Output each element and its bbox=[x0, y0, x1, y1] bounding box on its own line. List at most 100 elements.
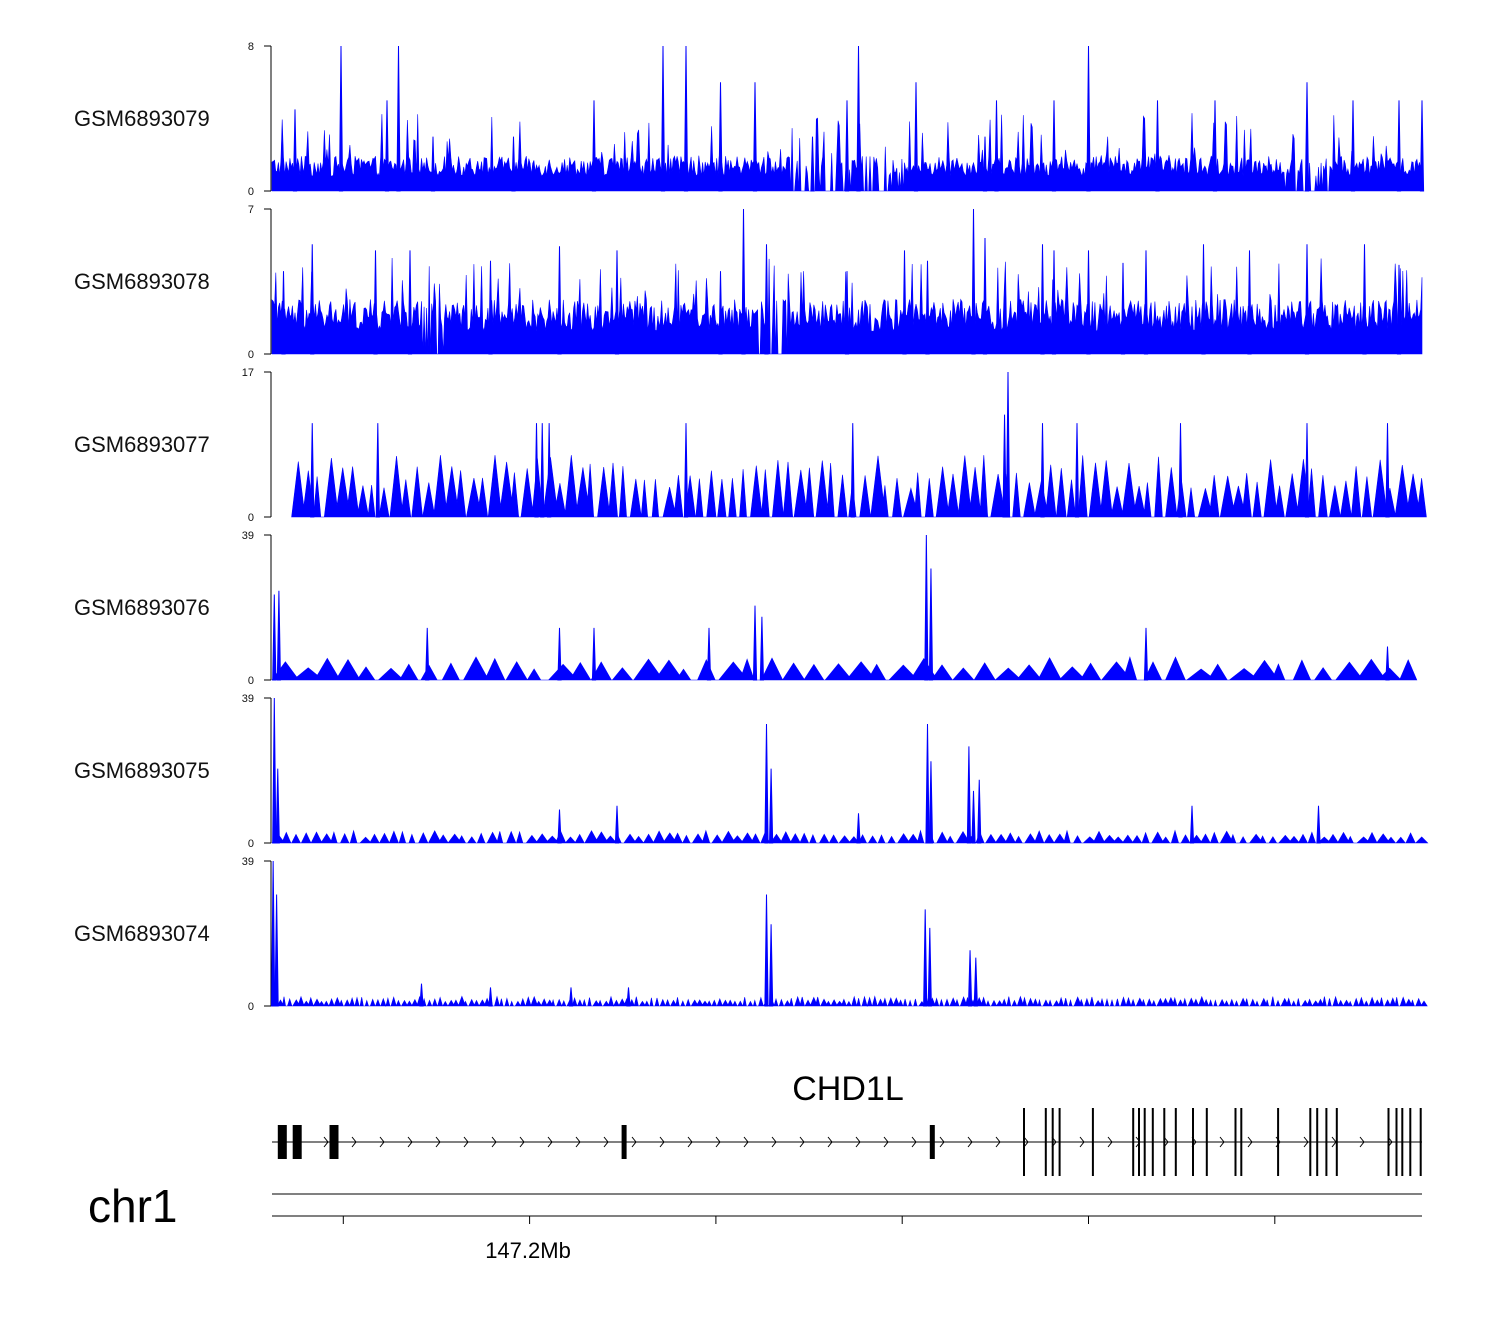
signal-peak bbox=[856, 813, 861, 844]
signal-area bbox=[271, 656, 1418, 681]
signal-peak bbox=[568, 987, 574, 1007]
gene-exon bbox=[1138, 1108, 1140, 1176]
signal-peak bbox=[1189, 805, 1195, 844]
signal-peak bbox=[281, 271, 286, 355]
signal-peak bbox=[768, 924, 774, 1007]
signal-peak bbox=[1419, 100, 1425, 192]
signal-peak bbox=[982, 237, 988, 355]
signal-area bbox=[271, 995, 1428, 1008]
signal-peak bbox=[850, 423, 855, 518]
gene-exon bbox=[329, 1125, 339, 1159]
strand-arrow bbox=[603, 1136, 609, 1148]
signal-peak bbox=[925, 724, 930, 844]
signal-peak bbox=[923, 909, 928, 1007]
strand-arrow bbox=[995, 1136, 1001, 1148]
signal-peak bbox=[971, 208, 976, 355]
strand-arrow bbox=[1303, 1136, 1309, 1148]
signal-peak bbox=[557, 809, 562, 844]
gene-exon bbox=[1240, 1108, 1243, 1176]
y-tick-label-min: 0 bbox=[248, 512, 254, 524]
signal-peak bbox=[764, 244, 769, 355]
signal-peak bbox=[844, 100, 850, 192]
signal-peak bbox=[977, 779, 982, 844]
signal-peak bbox=[614, 805, 620, 844]
strand-arrow bbox=[1107, 1136, 1113, 1148]
signal-peak bbox=[1051, 250, 1057, 355]
gene-exon bbox=[621, 1125, 627, 1159]
strand-arrows bbox=[295, 1136, 1393, 1148]
signal-peak bbox=[419, 983, 424, 1007]
signal-peak bbox=[310, 423, 315, 518]
y-tick-label-max: 8 bbox=[248, 41, 254, 53]
gene-exon bbox=[1091, 1108, 1094, 1176]
signal-peak bbox=[591, 627, 597, 681]
signal-peak bbox=[982, 136, 988, 192]
signal-peak bbox=[292, 109, 298, 192]
gene-exon bbox=[1277, 1108, 1280, 1176]
signal-peak bbox=[1086, 45, 1091, 192]
signal-peak bbox=[272, 594, 277, 681]
signal-peak bbox=[407, 250, 413, 355]
y-tick-label-max: 39 bbox=[242, 693, 254, 705]
strand-arrow bbox=[659, 1136, 665, 1148]
strand-arrow bbox=[1359, 1136, 1365, 1148]
signal-peak bbox=[967, 950, 973, 1007]
signal-peak bbox=[768, 768, 774, 844]
gene-exon bbox=[1395, 1108, 1398, 1176]
gene-exon bbox=[1234, 1108, 1237, 1176]
signal-peak bbox=[430, 136, 436, 192]
signal-peak bbox=[1247, 250, 1252, 355]
track-GSM6893077: GSM6893077 17 0 bbox=[74, 367, 1427, 524]
axis-tick-label: 147.2Mb bbox=[485, 1238, 571, 1263]
signal-peak bbox=[614, 250, 620, 355]
gene-exon bbox=[1387, 1108, 1390, 1176]
axis-ticks bbox=[342, 1216, 1276, 1224]
gene-exon bbox=[1316, 1108, 1319, 1176]
signal-peak bbox=[488, 260, 493, 355]
gene-exon bbox=[1325, 1108, 1328, 1176]
signal-peak bbox=[534, 423, 539, 518]
track-GSM6893079: GSM6893079 8 0 bbox=[74, 41, 1425, 198]
signal-peak bbox=[1178, 423, 1183, 518]
signal-peak bbox=[1086, 250, 1091, 355]
signal-peak bbox=[557, 627, 562, 681]
signal-peak bbox=[1201, 244, 1206, 355]
signal-peak bbox=[660, 45, 666, 192]
signal-peak bbox=[310, 244, 315, 355]
signal-peak bbox=[275, 768, 280, 844]
strand-arrow bbox=[715, 1136, 721, 1148]
signal-peak bbox=[1385, 423, 1390, 518]
signal-peak bbox=[488, 987, 493, 1007]
strand-arrow bbox=[1219, 1136, 1225, 1148]
strand-arrow bbox=[463, 1136, 469, 1148]
strand-arrow bbox=[1163, 1136, 1169, 1148]
signal-peak bbox=[1002, 414, 1007, 518]
signal-peak bbox=[966, 746, 972, 844]
signal-peak bbox=[557, 246, 562, 355]
signal-peak bbox=[1155, 100, 1160, 192]
signal-peak bbox=[1396, 100, 1402, 192]
strand-arrow bbox=[939, 1136, 945, 1148]
signal-peak bbox=[764, 894, 769, 1007]
gene-exon bbox=[1163, 1108, 1166, 1176]
y-tick-label-max: 17 bbox=[242, 367, 254, 379]
signal-peak bbox=[810, 136, 815, 192]
track-label: GSM6893075 bbox=[74, 758, 210, 783]
y-tick-label-min: 0 bbox=[248, 1001, 254, 1013]
signal-peak bbox=[1316, 805, 1321, 844]
track-label: GSM6893076 bbox=[74, 595, 210, 620]
track-label: GSM6893078 bbox=[74, 269, 210, 294]
gene-exon bbox=[1419, 1108, 1422, 1176]
strand-arrow bbox=[323, 1136, 329, 1148]
signal-peak bbox=[1005, 371, 1011, 518]
strand-arrow bbox=[575, 1136, 581, 1148]
signal-peak bbox=[384, 100, 390, 192]
signal-peak bbox=[706, 627, 712, 681]
signal-peak bbox=[425, 627, 430, 681]
signal-peak bbox=[913, 82, 919, 192]
strand-arrow bbox=[911, 1136, 917, 1148]
signal-peak bbox=[683, 45, 689, 192]
y-tick-label-max: 7 bbox=[248, 204, 254, 216]
signal-peak bbox=[1143, 627, 1149, 681]
gene-exon bbox=[1044, 1108, 1047, 1176]
